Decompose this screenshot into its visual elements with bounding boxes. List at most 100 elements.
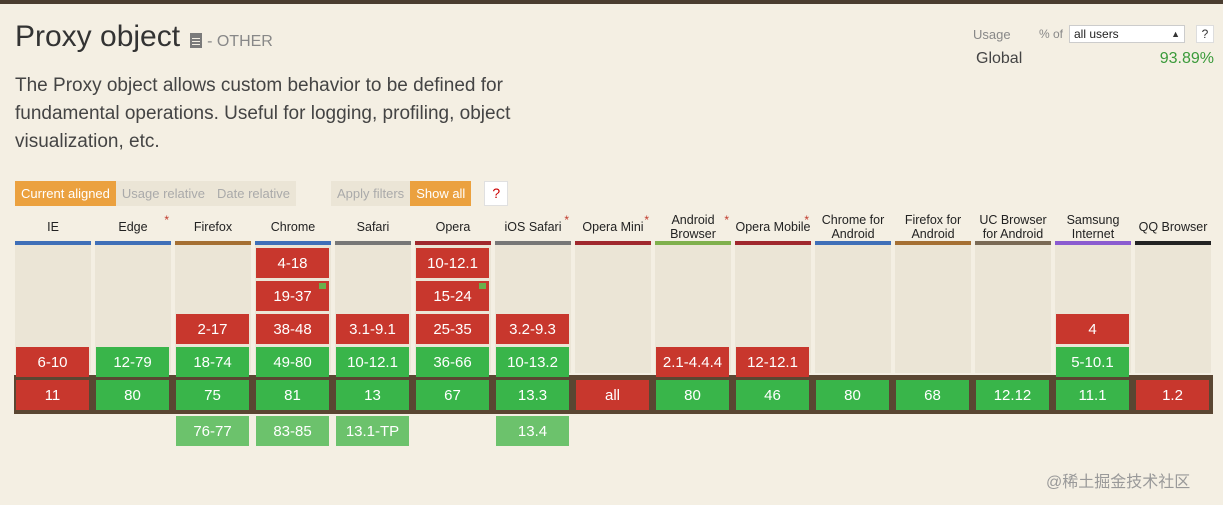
column-background — [1135, 245, 1211, 373]
flag-icon — [479, 283, 486, 289]
browser-header[interactable]: Opera — [415, 212, 491, 245]
select-arrows-icon: ▲ — [1171, 29, 1180, 39]
browser-header[interactable]: Firefox — [175, 212, 251, 245]
version-cell[interactable]: 2.1-4.4.4 — [656, 347, 729, 377]
browser-name: Opera — [435, 219, 471, 234]
browser-header[interactable]: Samsung Internet — [1055, 212, 1131, 245]
version-cell[interactable]: 13 — [336, 380, 409, 410]
version-cell[interactable]: 75 — [176, 380, 249, 410]
version-cell[interactable]: 10-12.1 — [416, 248, 489, 278]
version-cell[interactable]: 12.12 — [976, 380, 1049, 410]
version-cell[interactable]: 4 — [1056, 314, 1129, 344]
version-cell[interactable]: 76-77 — [176, 416, 249, 446]
users-select[interactable]: all users ▲ — [1069, 25, 1185, 43]
version-range: 12.12 — [993, 386, 1032, 404]
version-range: all — [604, 386, 620, 404]
usage-help-button[interactable]: ? — [1196, 25, 1214, 43]
version-cell[interactable]: 67 — [416, 380, 489, 410]
browser-name: iOS Safari — [504, 219, 562, 234]
version-range: 4 — [1088, 320, 1097, 338]
apply-filters-button[interactable]: Apply filters — [330, 181, 411, 206]
version-cell[interactable]: 13.1-TP — [336, 416, 409, 446]
version-cell[interactable]: all — [576, 380, 649, 410]
version-cell[interactable]: 1.2 — [1136, 380, 1209, 410]
version-cell[interactable]: 6-10 — [16, 347, 89, 377]
version-range: 80 — [844, 386, 861, 404]
browser-name: Opera Mini — [582, 219, 644, 234]
notes-asterisk-icon: * — [804, 213, 809, 227]
browser-header[interactable]: iOS Safari * — [495, 212, 571, 245]
version-range: 6-10 — [37, 353, 68, 371]
version-range: 10-12.1 — [427, 254, 478, 272]
version-cell[interactable]: 13.3 — [496, 380, 569, 410]
browser-header[interactable]: Firefox for Android — [895, 212, 971, 245]
version-range: 11.1 — [1078, 386, 1107, 404]
version-cell[interactable]: 13.4 — [496, 416, 569, 446]
version-range: 3.2-9.3 — [509, 320, 556, 338]
version-range: 13 — [364, 386, 381, 404]
version-range: 2.1-4.4.4 — [662, 353, 723, 371]
help-button[interactable]: ? — [484, 181, 509, 206]
version-cell[interactable]: 2-17 — [176, 314, 249, 344]
version-cell[interactable]: 46 — [736, 380, 809, 410]
version-cell[interactable]: 36-66 — [416, 347, 489, 377]
browser-name: Firefox for Android — [904, 212, 962, 241]
version-range: 13.4 — [517, 422, 548, 440]
top-border — [0, 0, 1223, 4]
version-cell[interactable]: 49-80 — [256, 347, 329, 377]
version-cell[interactable]: 15-24 — [416, 281, 489, 311]
version-cell[interactable]: 10-13.2 — [496, 347, 569, 377]
version-cell[interactable]: 80 — [96, 380, 169, 410]
browser-header[interactable]: QQ Browser — [1135, 212, 1211, 245]
browser-header[interactable]: Opera Mini * — [575, 212, 651, 245]
browser-header[interactable]: Android Browser * — [655, 212, 731, 245]
version-cell[interactable]: 68 — [896, 380, 969, 410]
current-aligned-button[interactable]: Current aligned — [15, 181, 116, 206]
notes-asterisk-icon: * — [564, 213, 569, 227]
version-cell[interactable]: 18-74 — [176, 347, 249, 377]
version-cell[interactable]: 11 — [16, 380, 89, 410]
browser-name: Chrome — [270, 219, 316, 234]
version-cell[interactable]: 38-48 — [256, 314, 329, 344]
version-range: 76-77 — [193, 422, 232, 440]
show-all-button[interactable]: Show all — [410, 181, 472, 206]
version-range: 81 — [284, 386, 301, 404]
version-cell[interactable]: 12-12.1 — [736, 347, 809, 377]
region-label: Global — [976, 50, 1023, 67]
version-cell[interactable]: 81 — [256, 380, 329, 410]
version-cell[interactable]: 83-85 — [256, 416, 329, 446]
browser-header[interactable]: Safari — [335, 212, 411, 245]
version-cell[interactable]: 25-35 — [416, 314, 489, 344]
column-background — [575, 245, 651, 373]
version-range: 12-12.1 — [747, 353, 798, 371]
document-icon[interactable] — [190, 33, 203, 48]
version-cell[interactable]: 80 — [816, 380, 889, 410]
feature-description: The Proxy object allows custom behavior … — [15, 75, 511, 152]
version-cell[interactable]: 5-10.1 — [1056, 347, 1129, 377]
version-cell[interactable]: 3.2-9.3 — [496, 314, 569, 344]
browser-header[interactable]: Chrome — [255, 212, 331, 245]
date-relative-button[interactable]: Date relative — [211, 181, 296, 206]
usage-relative-button[interactable]: Usage relative — [115, 181, 211, 206]
feature-header: Proxy object - OTHER — [15, 20, 273, 54]
browser-header[interactable]: Chrome for Android — [815, 212, 891, 245]
version-cell[interactable]: 12-79 — [96, 347, 169, 377]
browser-header[interactable]: Edge * — [95, 212, 171, 245]
percent-of-label: % of — [1039, 27, 1064, 41]
browser-header[interactable]: Opera Mobile * — [735, 212, 811, 245]
version-range: 3.1-9.1 — [349, 320, 396, 338]
notes-asterisk-icon: * — [644, 213, 649, 227]
browser-column: Opera Mobile * 12-12.1 46 — [735, 212, 811, 446]
browser-column: Chrome 4-18 19-37 38-48 49-80 81 83-85 — [255, 212, 331, 446]
browser-name: Edge — [118, 219, 148, 234]
version-cell[interactable]: 3.1-9.1 — [336, 314, 409, 344]
browser-header[interactable]: UC Browser for Android — [975, 212, 1051, 245]
browser-header[interactable]: IE — [15, 212, 91, 245]
version-cell[interactable]: 80 — [656, 380, 729, 410]
version-range: 46 — [764, 386, 781, 404]
version-cell[interactable]: 11.1 — [1056, 380, 1129, 410]
version-cell[interactable]: 10-12.1 — [336, 347, 409, 377]
version-range: 10-13.2 — [507, 353, 558, 371]
version-cell[interactable]: 4-18 — [256, 248, 329, 278]
version-cell[interactable]: 19-37 — [256, 281, 329, 311]
